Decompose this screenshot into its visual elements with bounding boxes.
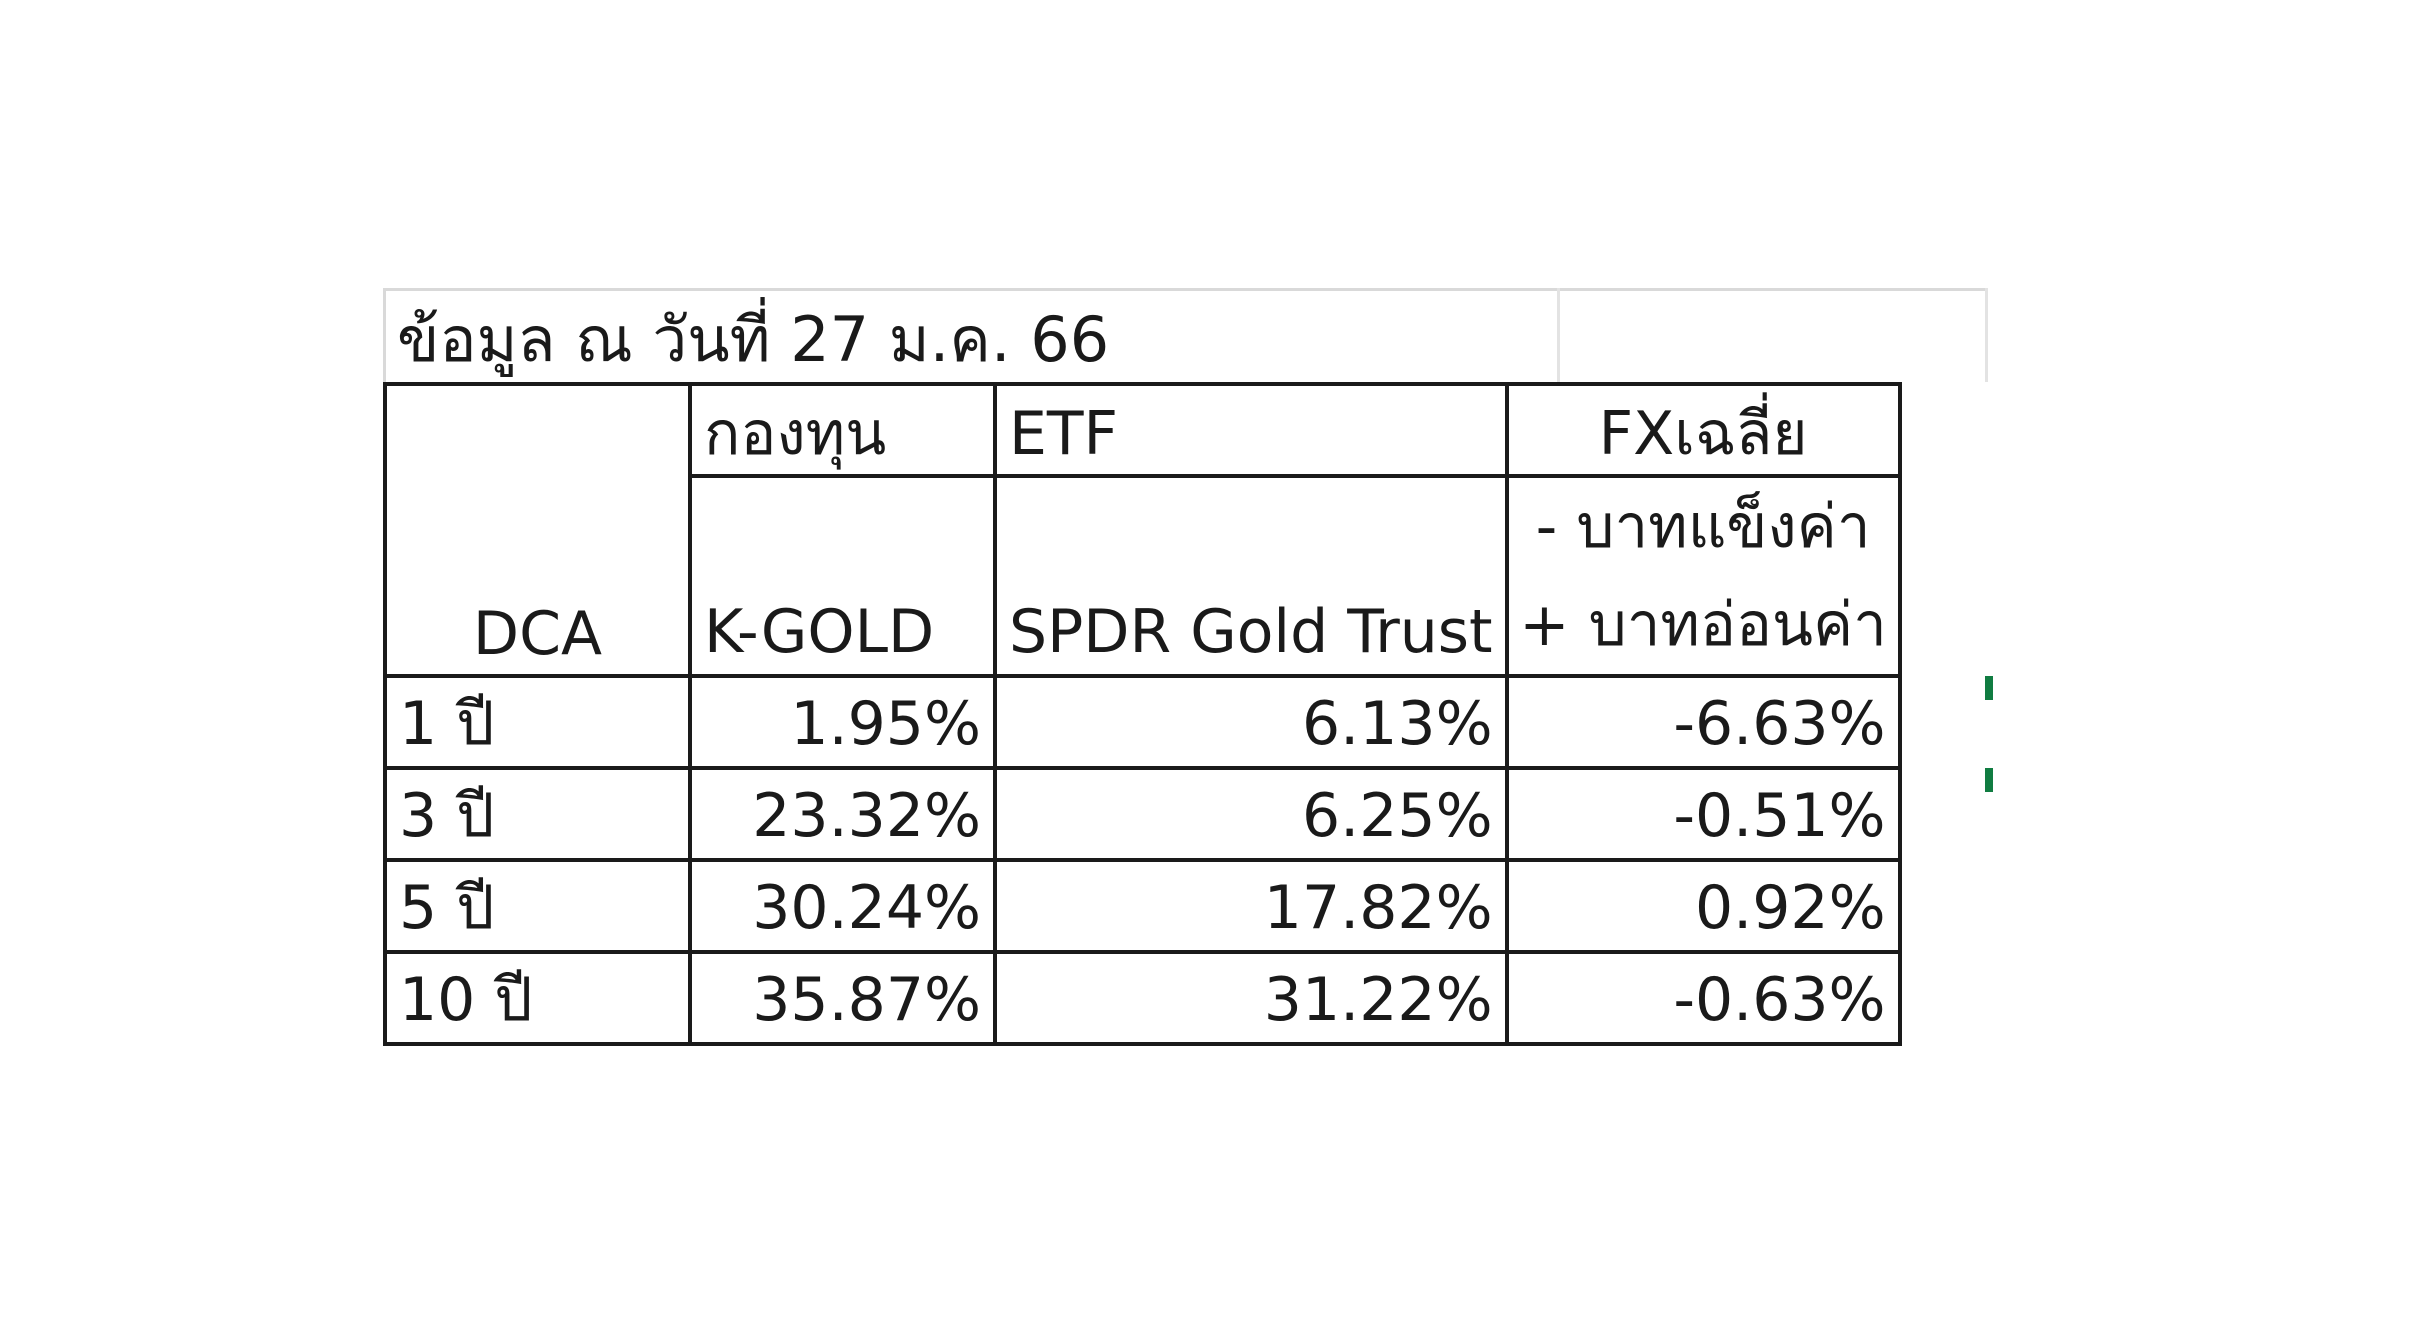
gridline-left [383, 288, 386, 382]
selection-marker [1985, 768, 1993, 792]
table-row: 10 ปี 35.87% 31.22% -0.63% [383, 950, 1902, 1046]
gridline-mid [1557, 288, 1560, 382]
kgold-cell[interactable]: 1.95% [688, 674, 997, 770]
header-spdr[interactable]: SPDR Gold Trust [993, 474, 1509, 678]
gridline-top [383, 288, 1985, 291]
header-kgold[interactable]: K-GOLD [688, 474, 997, 678]
kgold-cell[interactable]: 23.32% [688, 766, 997, 862]
fx-cell[interactable]: -6.63% [1504, 674, 1902, 770]
header-row-names: K-GOLD SPDR Gold Trust - บาทแข็งค่า + บา… [385, 474, 1902, 678]
fx-cell[interactable]: -0.51% [1504, 766, 1902, 862]
table-title: ข้อมูล ณ วันที่ 27 ม.ค. 66 [397, 303, 1110, 376]
gridline-right [1985, 288, 1988, 382]
kgold-cell[interactable]: 35.87% [688, 950, 997, 1046]
period-cell[interactable]: 10 ปี [383, 950, 692, 1046]
selection-marker [1985, 676, 1993, 700]
header-fx-note[interactable]: - บาทแข็งค่า + บาทอ่อนค่า [1504, 474, 1902, 678]
spdr-cell[interactable]: 6.25% [993, 766, 1509, 862]
header-fx-average[interactable]: FXเฉลี่ย [1504, 382, 1902, 478]
spdr-cell[interactable]: 31.22% [993, 950, 1509, 1046]
spreadsheet-snippet: ข้อมูล ณ วันที่ 27 ม.ค. 66 DCA กองทุน ET… [383, 288, 1993, 1056]
fx-note-weak: + บาทอ่อนค่า [1519, 590, 1887, 660]
table-row: 3 ปี 23.32% 6.25% -0.51% [383, 766, 1902, 862]
returns-table: DCA กองทุน ETF FXเฉลี่ย K-GOLD SPDR Gold… [383, 382, 1902, 1046]
fx-cell[interactable]: 0.92% [1504, 858, 1902, 954]
title-row: ข้อมูล ณ วันที่ 27 ม.ค. 66 [383, 288, 1991, 382]
fx-cell[interactable]: -0.63% [1504, 950, 1902, 1046]
header-dca[interactable]: DCA [383, 382, 692, 678]
period-cell[interactable]: 5 ปี [383, 858, 692, 954]
table-row: 1 ปี 1.95% 6.13% -6.63% [383, 674, 1902, 770]
period-cell[interactable]: 3 ปี [383, 766, 692, 862]
header-fund[interactable]: กองทุน [688, 382, 997, 478]
header-etf[interactable]: ETF [993, 382, 1509, 478]
kgold-cell[interactable]: 30.24% [688, 858, 997, 954]
period-cell[interactable]: 1 ปี [383, 674, 692, 770]
header-row-groups: DCA กองทุน ETF FXเฉลี่ย [383, 382, 1902, 678]
spdr-cell[interactable]: 6.13% [993, 674, 1509, 770]
spdr-cell[interactable]: 17.82% [993, 858, 1509, 954]
fx-note-strong: - บาทแข็งค่า [1535, 492, 1871, 562]
table-row: 5 ปี 30.24% 17.82% 0.92% [383, 858, 1902, 954]
